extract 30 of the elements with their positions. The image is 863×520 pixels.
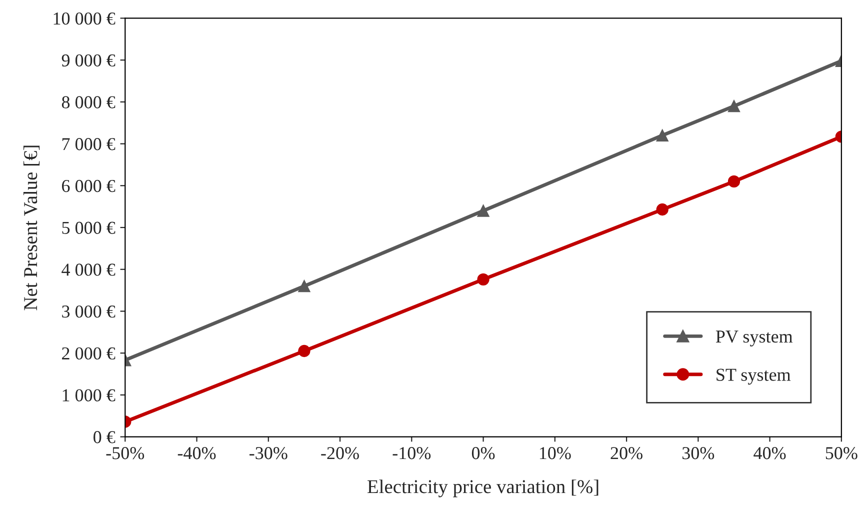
y-tick-label: 0 € xyxy=(94,431,116,444)
x-axis-title: Electricity price variation [%] xyxy=(368,480,598,498)
point xyxy=(477,204,490,217)
y-axis-title: Net Present Value [€] xyxy=(23,146,40,310)
x-tick-label: -40% xyxy=(178,447,216,460)
point xyxy=(477,273,490,286)
y-tick-label: 8 000 € xyxy=(62,96,116,108)
point xyxy=(656,203,668,216)
y-tick-label: 1 000 € xyxy=(62,389,116,402)
x-tick-label: 10% xyxy=(540,447,571,460)
x-tick-label: 30% xyxy=(682,447,714,460)
x-tick-label: -20% xyxy=(321,447,359,460)
y-tick-label: 10 000 € xyxy=(54,12,116,25)
y-tick-label: 4 000 € xyxy=(62,264,116,276)
y-tick-label: 6 000 € xyxy=(62,180,116,192)
y-tick-label: 3 000 € xyxy=(62,305,116,318)
x-tick-label: -10% xyxy=(392,447,431,460)
y-tick-label: 9 000 € xyxy=(62,54,116,66)
y-tick-label: 7 000 € xyxy=(62,138,116,150)
legend-label: PV system xyxy=(716,330,793,346)
x-tick-label: 40% xyxy=(754,447,786,460)
y-tick-label: 2 000 € xyxy=(62,347,116,360)
y-tick-label: 5 000 € xyxy=(62,222,116,234)
x-tick-label: -50% xyxy=(106,447,144,460)
point xyxy=(656,129,668,142)
legend-label: ST system xyxy=(716,368,791,385)
x-tick-label: 20% xyxy=(610,447,642,460)
x-tick-label: 50% xyxy=(826,447,858,460)
x-tick-label: 0% xyxy=(472,447,495,460)
x-tick-label: -30% xyxy=(250,447,288,460)
